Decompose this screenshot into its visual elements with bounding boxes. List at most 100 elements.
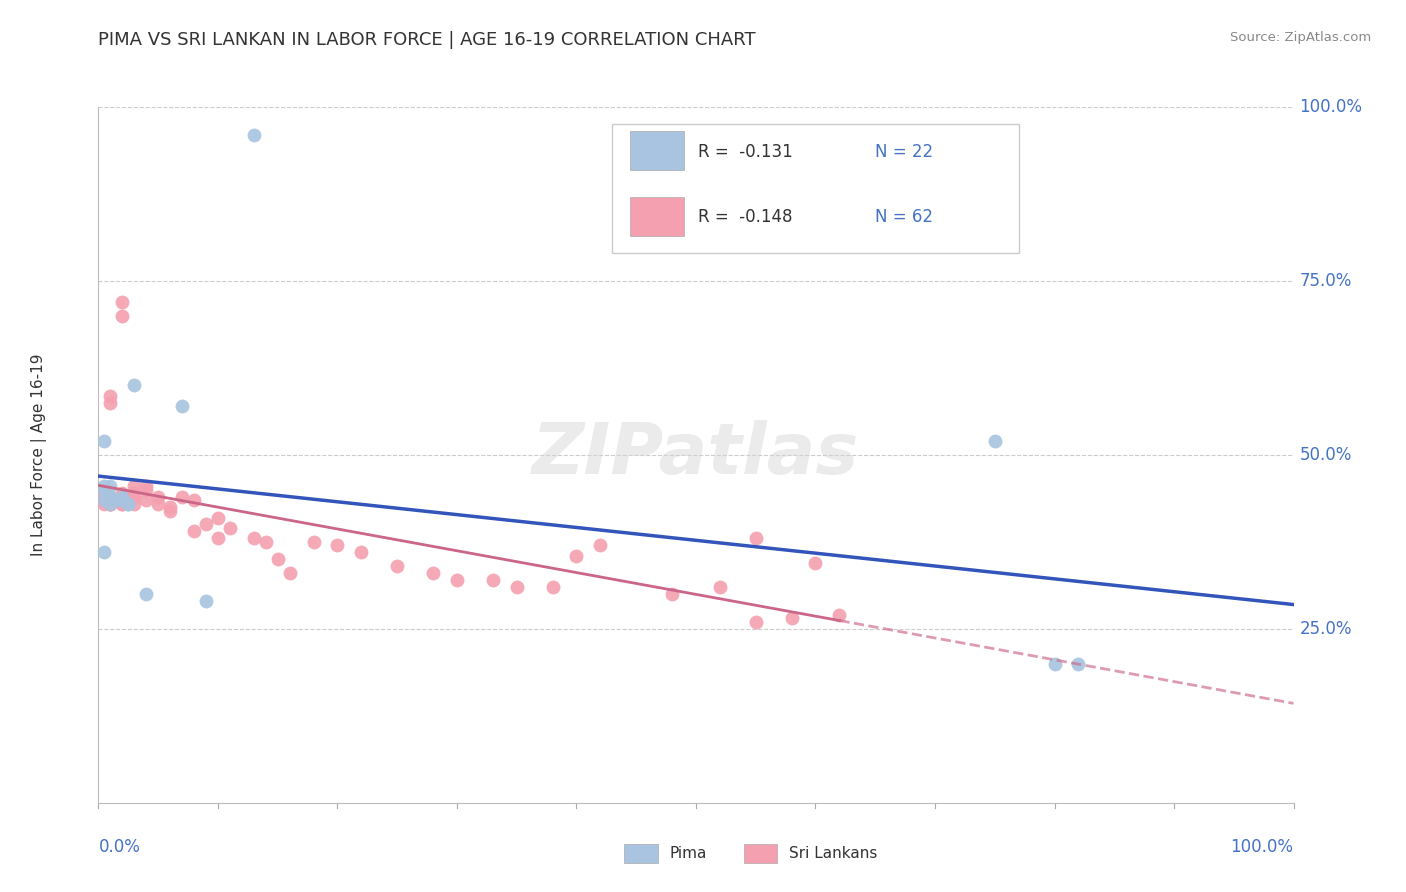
Point	[124, 479, 146, 493]
Point	[93, 490, 115, 504]
Point	[117, 497, 139, 511]
Point	[148, 497, 170, 511]
Point	[111, 493, 134, 508]
Text: Pima: Pima	[669, 847, 707, 861]
Point	[709, 580, 731, 594]
Point	[135, 483, 157, 497]
Point	[219, 521, 242, 535]
Point	[780, 611, 803, 625]
Point	[159, 500, 181, 514]
Point	[1043, 657, 1066, 671]
Point	[194, 594, 217, 608]
Point	[93, 493, 115, 508]
Point	[93, 493, 115, 508]
FancyBboxPatch shape	[624, 844, 658, 863]
Point	[93, 497, 115, 511]
Point	[385, 559, 409, 574]
Point	[194, 517, 217, 532]
Point	[983, 434, 1005, 448]
Point	[124, 497, 146, 511]
Point	[93, 490, 115, 504]
Text: R =  -0.148: R = -0.148	[699, 208, 793, 226]
Point	[745, 532, 768, 546]
Point	[117, 497, 139, 511]
Point	[93, 483, 115, 497]
Point	[446, 573, 468, 587]
Text: 25.0%: 25.0%	[1299, 620, 1353, 638]
Point	[565, 549, 588, 563]
Text: Source: ZipAtlas.com: Source: ZipAtlas.com	[1230, 31, 1371, 45]
Point	[98, 493, 122, 508]
Point	[302, 535, 325, 549]
Point	[481, 573, 505, 587]
Point	[828, 607, 851, 622]
Point	[159, 503, 181, 517]
Point	[589, 538, 612, 552]
Point	[148, 490, 170, 504]
Point	[111, 490, 134, 504]
Point	[745, 615, 768, 629]
Point	[124, 378, 146, 392]
Text: Sri Lankans: Sri Lankans	[789, 847, 877, 861]
Point	[111, 309, 134, 323]
Point	[93, 434, 115, 448]
FancyBboxPatch shape	[630, 131, 685, 169]
Point	[93, 486, 115, 500]
Text: 0.0%: 0.0%	[98, 838, 141, 855]
Point	[350, 545, 373, 559]
Point	[105, 493, 128, 508]
Point	[326, 538, 349, 552]
Text: 100.0%: 100.0%	[1230, 838, 1294, 855]
Point	[111, 497, 134, 511]
Point	[98, 389, 122, 403]
Point	[111, 486, 134, 500]
Point	[278, 566, 301, 581]
Point	[243, 532, 266, 546]
Point	[93, 490, 115, 504]
Text: R =  -0.131: R = -0.131	[699, 143, 793, 161]
Point	[135, 479, 157, 493]
Text: 100.0%: 100.0%	[1299, 98, 1362, 116]
Point	[207, 510, 229, 524]
Point	[93, 479, 115, 493]
Text: N = 62: N = 62	[875, 208, 934, 226]
Point	[267, 552, 290, 566]
Text: In Labor Force | Age 16-19: In Labor Force | Age 16-19	[31, 353, 46, 557]
Point	[124, 486, 146, 500]
Point	[135, 587, 157, 601]
Point	[98, 497, 122, 511]
Point	[98, 497, 122, 511]
FancyBboxPatch shape	[612, 125, 1018, 253]
Text: PIMA VS SRI LANKAN IN LABOR FORCE | AGE 16-19 CORRELATION CHART: PIMA VS SRI LANKAN IN LABOR FORCE | AGE …	[98, 31, 756, 49]
Point	[661, 587, 683, 601]
Point	[243, 128, 266, 142]
Point	[98, 396, 122, 410]
Text: N = 22: N = 22	[875, 143, 934, 161]
Point	[254, 535, 277, 549]
Point	[111, 294, 134, 309]
Point	[98, 490, 122, 504]
Point	[98, 479, 122, 493]
Point	[93, 493, 115, 508]
Point	[98, 490, 122, 504]
Point	[124, 490, 146, 504]
Point	[422, 566, 444, 581]
Point	[98, 497, 122, 511]
Point	[135, 493, 157, 508]
Point	[804, 556, 827, 570]
Text: 75.0%: 75.0%	[1299, 272, 1353, 290]
Point	[1067, 657, 1090, 671]
Point	[541, 580, 564, 594]
Point	[183, 524, 205, 539]
Point	[98, 493, 122, 508]
Point	[111, 497, 134, 511]
FancyBboxPatch shape	[744, 844, 778, 863]
Text: 50.0%: 50.0%	[1299, 446, 1353, 464]
FancyBboxPatch shape	[630, 197, 685, 235]
Point	[506, 580, 529, 594]
Point	[93, 545, 115, 559]
Point	[183, 493, 205, 508]
Text: ZIPatlas: ZIPatlas	[533, 420, 859, 490]
Point	[98, 490, 122, 504]
Point	[111, 493, 134, 508]
